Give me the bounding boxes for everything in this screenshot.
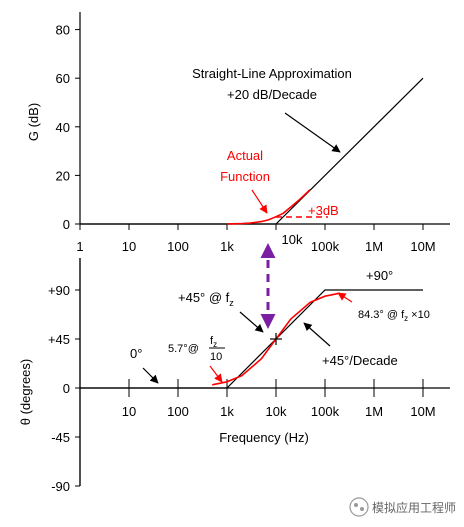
approx-label-line2: +20 dB/Decade — [227, 87, 317, 102]
y-tick-label: 80 — [56, 23, 70, 38]
gain-actual-curve — [226, 189, 311, 225]
zero-deg-label: 0° — [130, 346, 142, 361]
plus90-label: +90° — [366, 268, 393, 283]
x-tick-label: 1k — [220, 404, 234, 419]
x-tick-label: 100k — [311, 404, 340, 419]
y-tick-label: 20 — [56, 168, 70, 183]
approx-label-line1: Straight-Line Approximation — [192, 66, 352, 81]
y-axis-label: G (dB) — [26, 103, 41, 141]
x-tick-label: 100 — [167, 404, 189, 419]
watermark: 模拟应用工程师 — [349, 497, 456, 517]
low-frac-num: fz — [210, 335, 217, 349]
gain-annotations: Straight-Line Approximation +20 dB/Decad… — [192, 66, 352, 218]
x-tick-label: 1 — [76, 239, 83, 254]
x-tick-label: 10 — [122, 239, 136, 254]
low-freq-arrow — [209, 365, 223, 383]
slope-label: +45°/Decade — [322, 353, 398, 368]
phase-approx-line — [80, 289, 423, 389]
x-tick-label: 1M — [365, 404, 383, 419]
y-axis-label: θ (degrees) — [18, 359, 33, 425]
y-tick-label: 60 — [56, 71, 70, 86]
plus45-fz-arrow — [239, 311, 264, 333]
watermark-icon — [349, 497, 369, 517]
high-freq-label: 84.3° @ fz ×10 — [358, 309, 430, 323]
x-tick-label: 10 — [122, 404, 136, 419]
high-freq-arrow — [337, 292, 353, 303]
watermark-text: 模拟应用工程师 — [372, 500, 456, 515]
actual-label-line2: Function — [220, 169, 270, 184]
actual-pointer-arrow — [251, 189, 268, 214]
y-tick-label: +45 — [48, 332, 70, 347]
slope-arrow — [303, 322, 331, 347]
low-frac-den: 10 — [210, 351, 222, 363]
x-axis-label: Frequency (Hz) — [219, 430, 309, 445]
approx-pointer-arrow — [284, 112, 341, 153]
x-tick-label: 10M — [410, 239, 435, 254]
x-tick-label: 100k — [311, 239, 340, 254]
y-tick-label: 0 — [63, 381, 70, 396]
low-freq-label: 5.7°@ — [168, 343, 199, 355]
phase-annotations: 0° +45° @ fz +90° +45°/Decade 5.7°@ fz 1… — [130, 268, 430, 384]
phase-chart: +90 +45 0 -45 -90 10 100 1k 10k 100k 1M 10M θ (degre… — [18, 258, 450, 494]
x-tick-label: 100 — [167, 239, 189, 254]
x-tick-label: 10M — [410, 404, 435, 419]
x-tick-label: 1k — [220, 239, 234, 254]
zero-deg-arrow — [142, 367, 159, 384]
x-tick-label-10k: 10k — [282, 232, 303, 247]
actual-label-line1: Actual — [227, 148, 263, 163]
y-tick-label: 0 — [63, 217, 70, 232]
plus45-fz-label: +45° @ fz — [178, 290, 234, 308]
y-tick-label: 40 — [56, 120, 70, 135]
plus3db-label: +3dB — [308, 203, 339, 218]
watermark-icon-dot — [354, 503, 358, 507]
x-tick-label: 10k — [266, 404, 287, 419]
gain-approx-line — [80, 77, 424, 225]
y-tick-label: -90 — [51, 479, 70, 494]
gain-chart: 0 20 40 60 80 1 10 100 1k 100k 1M 10M 10k G (dB) — [26, 12, 450, 254]
watermark-icon-dot — [360, 507, 364, 511]
x-tick-label: 1M — [365, 239, 383, 254]
y-tick-label: -45 — [51, 430, 70, 445]
y-tick-label: +90 — [48, 283, 70, 298]
